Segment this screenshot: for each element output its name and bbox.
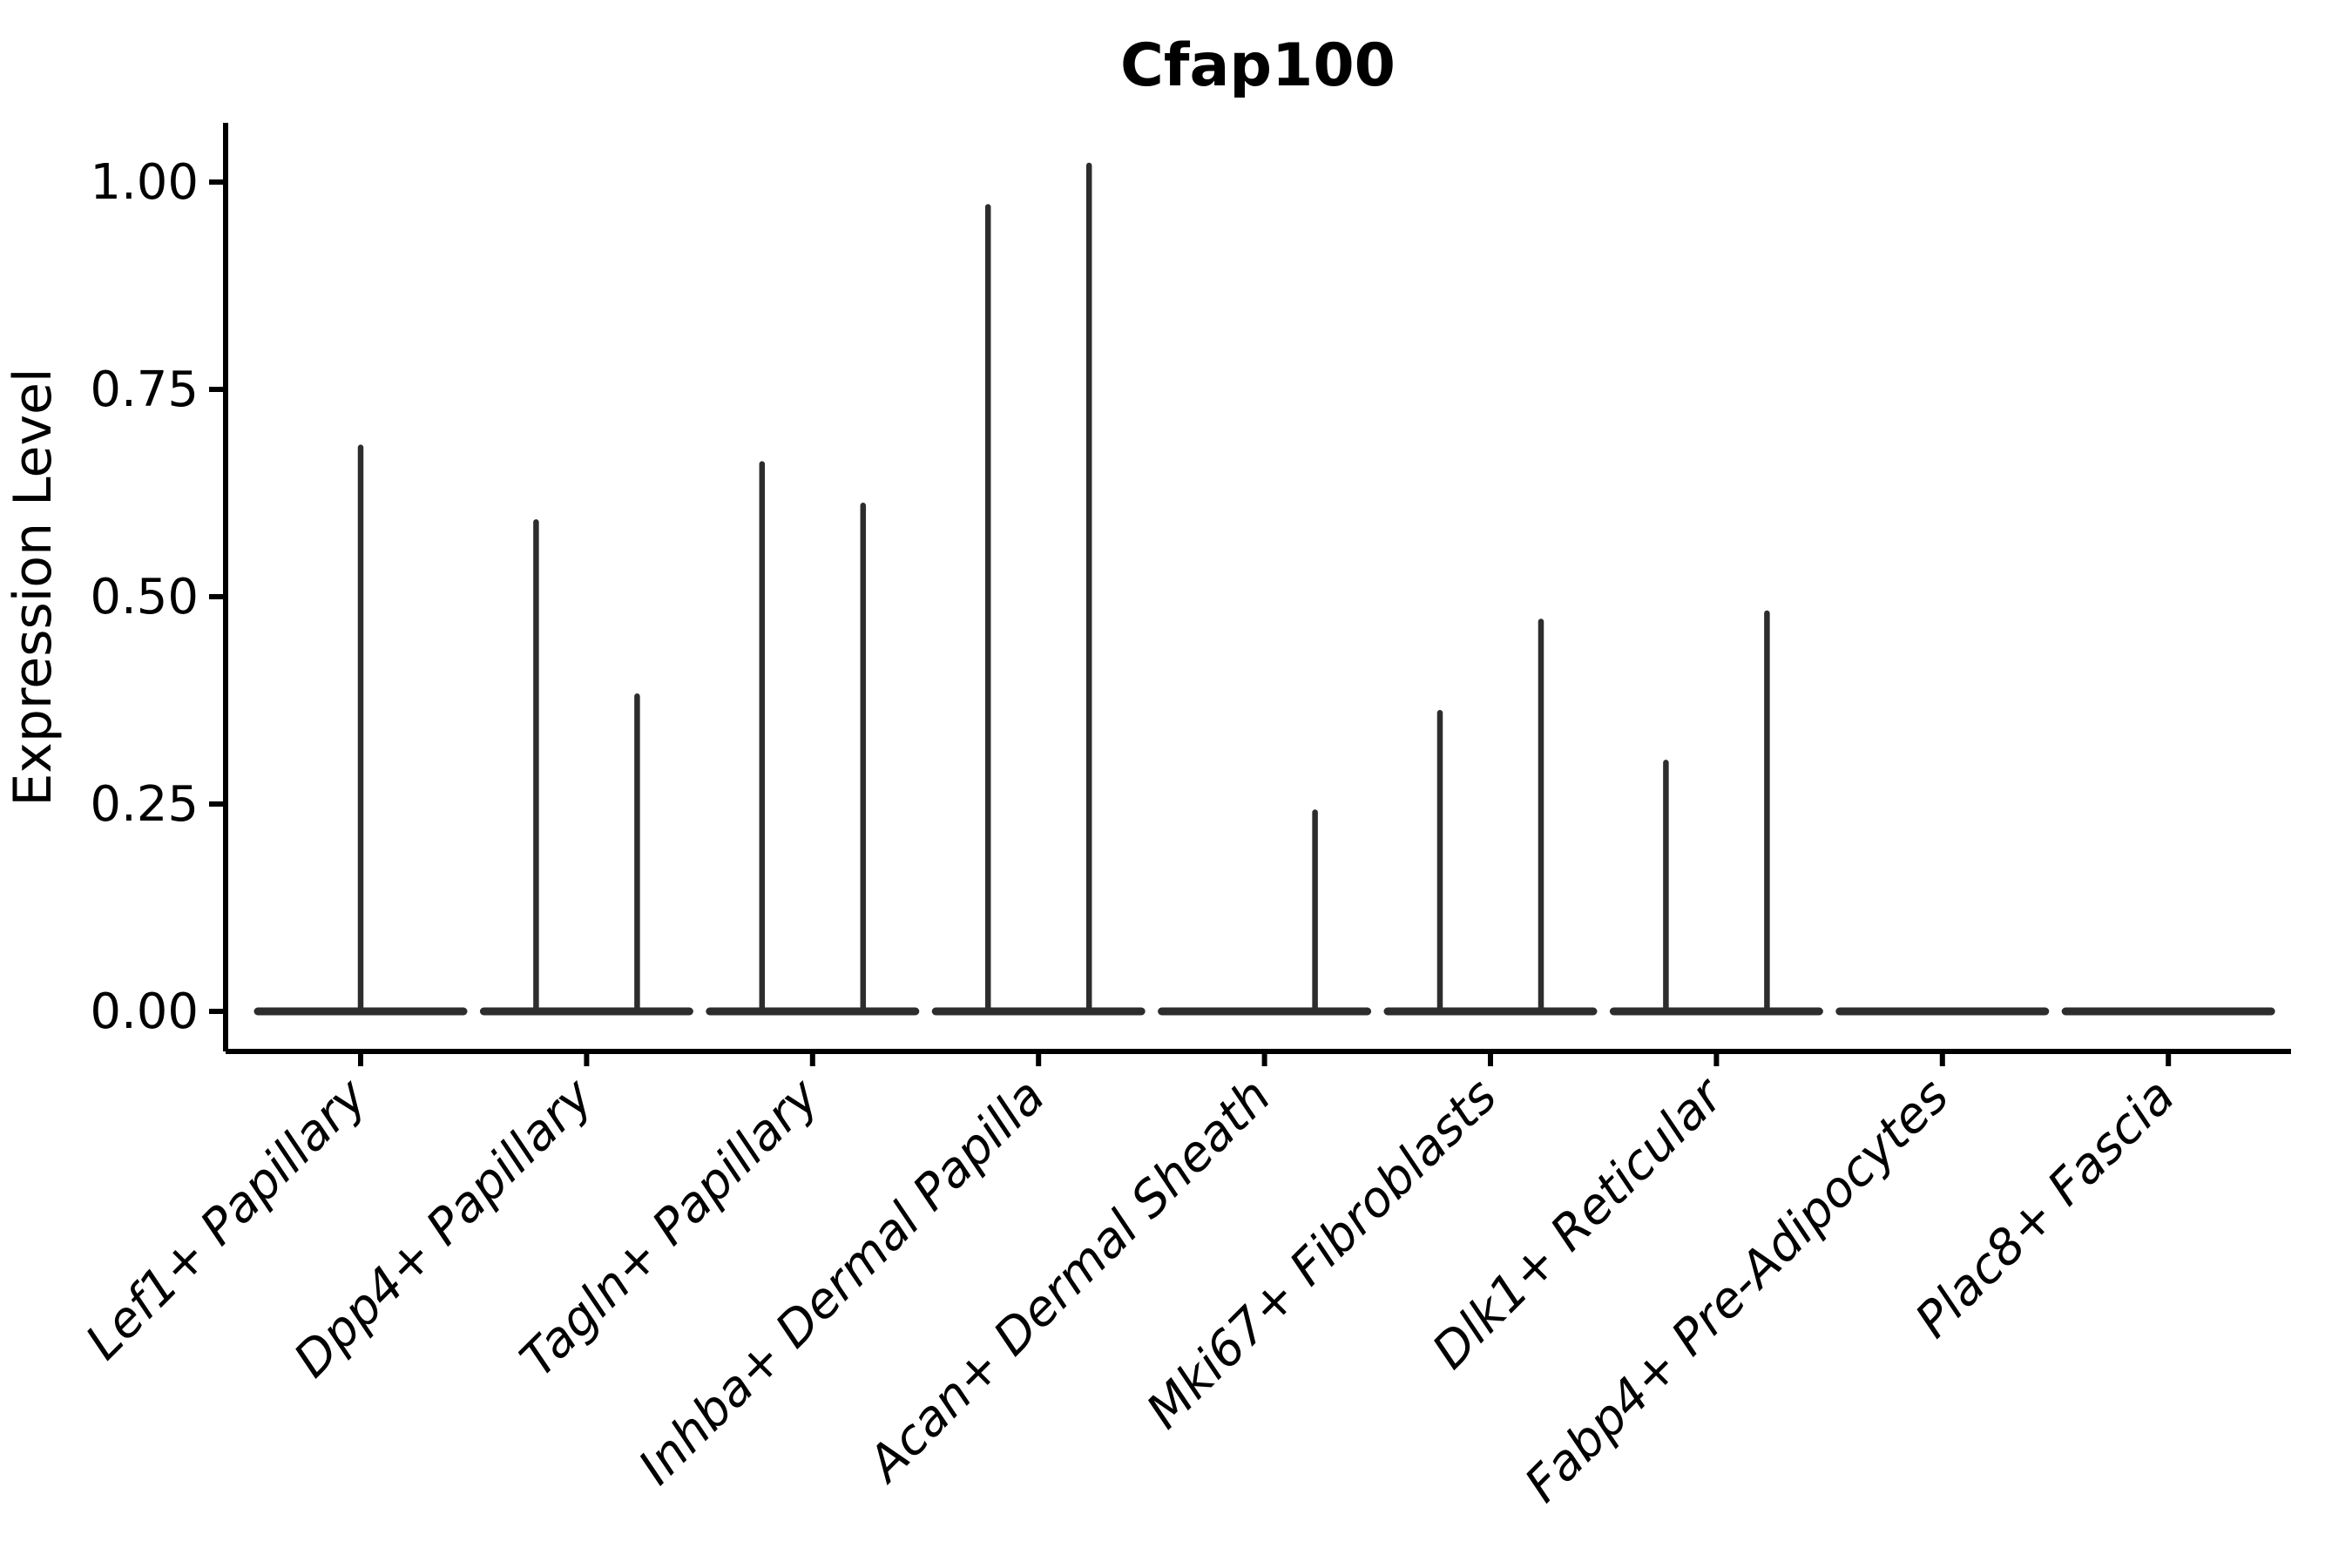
violin bbox=[1158, 809, 1372, 1016]
y-tick-label: 0.75 bbox=[90, 362, 199, 418]
violin bbox=[479, 519, 693, 1016]
y-tick-label: 0.25 bbox=[90, 776, 199, 833]
violin bbox=[931, 162, 1146, 1016]
y-axis-label: Expression Level bbox=[3, 368, 64, 806]
chart-title: Cfap100 bbox=[1120, 31, 1396, 100]
violin bbox=[706, 461, 920, 1016]
x-category-label: Inhba+ Dermal Papilla bbox=[628, 1068, 1056, 1496]
violins bbox=[253, 162, 2275, 1016]
violin bbox=[253, 444, 468, 1016]
violin bbox=[1383, 618, 1598, 1016]
y-tick-label: 1.00 bbox=[90, 154, 199, 211]
violin bbox=[1609, 610, 1823, 1016]
y-axis-ticks: 0.00 0.25 0.50 0.75 1.00 bbox=[90, 154, 226, 1040]
y-tick-label: 0.00 bbox=[90, 983, 199, 1040]
y-tick-label: 0.50 bbox=[90, 569, 199, 625]
axes bbox=[223, 123, 2291, 1054]
x-category-label: Acan+ Dermal Sheath bbox=[855, 1068, 1281, 1494]
x-category-label: Fabp4+ Pre-Adipocytes bbox=[1514, 1068, 1959, 1513]
